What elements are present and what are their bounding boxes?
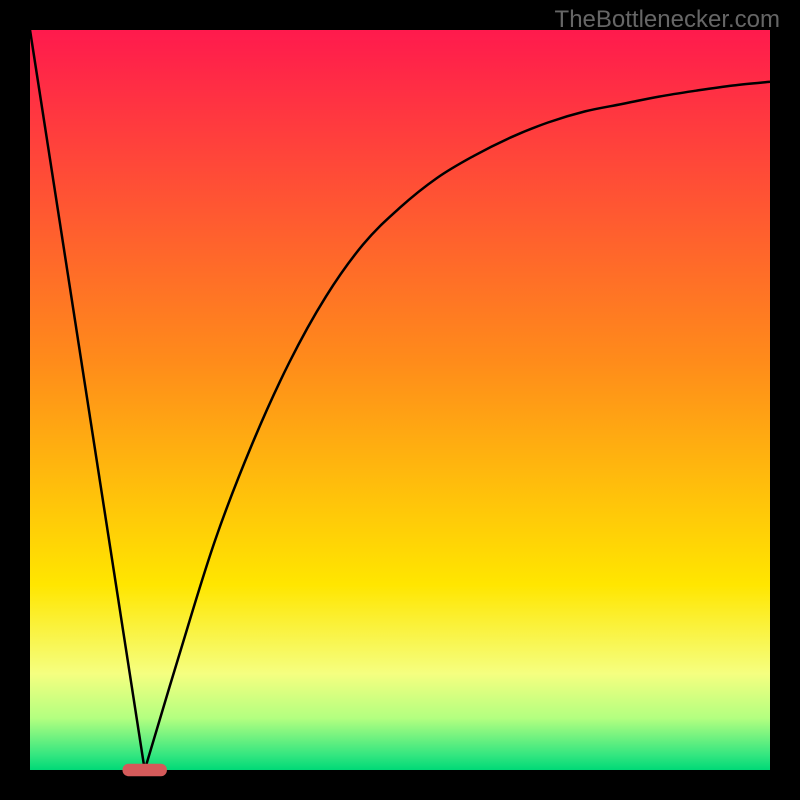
optimum-marker [123,764,167,777]
chart-container: TheBottlenecker.com [0,0,800,800]
plot-gradient-background [30,30,770,770]
bottleneck-chart-svg [0,0,800,800]
watermark-text: TheBottlenecker.com [555,6,780,34]
